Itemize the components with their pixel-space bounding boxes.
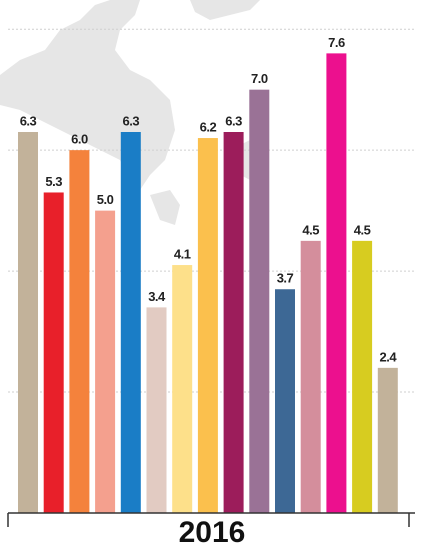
bar (69, 150, 90, 513)
value-label: 3.7 (277, 271, 294, 286)
value-label: 3.4 (148, 289, 166, 304)
value-label: 7.0 (251, 71, 268, 86)
bar (377, 367, 398, 513)
bar (43, 192, 64, 513)
value-label: 4.5 (302, 222, 319, 237)
bar (120, 132, 141, 513)
value-label: 2.4 (380, 349, 398, 364)
value-label: 6.3 (20, 113, 37, 128)
bar (352, 240, 373, 513)
bar (18, 132, 38, 513)
bar (95, 210, 116, 513)
bar (300, 240, 321, 513)
value-label: 6.0 (71, 132, 88, 147)
value-label: 6.2 (200, 119, 217, 134)
value-label: 5.0 (97, 192, 114, 207)
bar (197, 138, 218, 514)
bar (172, 265, 193, 513)
value-label: 4.5 (354, 222, 371, 237)
value-label: 6.3 (123, 113, 140, 128)
bar (326, 53, 347, 513)
bar (275, 289, 295, 513)
bar (249, 89, 270, 514)
value-label: 5.3 (45, 174, 62, 189)
bar (223, 132, 244, 513)
value-label: 4.1 (174, 246, 191, 261)
chart-title: 2016 (179, 516, 246, 549)
bar (146, 307, 167, 513)
value-label: 6.3 (225, 113, 242, 128)
value-label: 7.6 (328, 35, 345, 50)
